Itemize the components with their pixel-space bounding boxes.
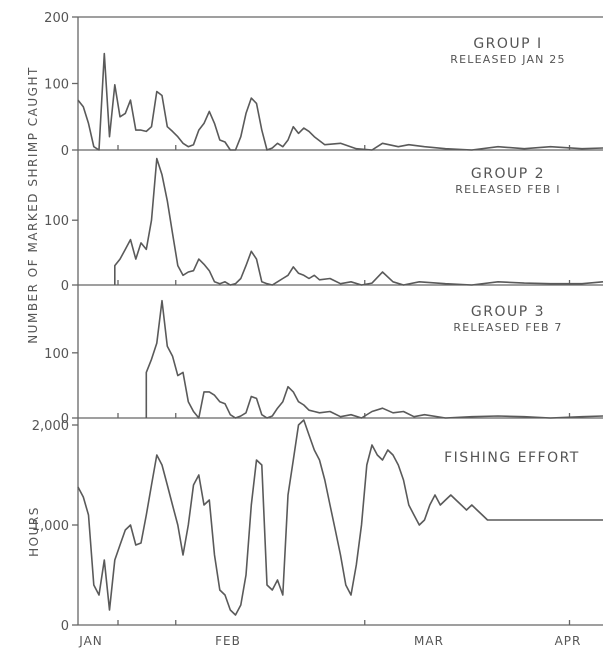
x-axis-labels: JAN FEB MAR APR (78, 634, 582, 648)
panel-title: GROUP 2 (471, 166, 545, 182)
series-line (77, 52, 604, 151)
y-tick-label: 100 (44, 78, 69, 93)
series-line (145, 299, 604, 419)
panel-subtitle: RELEASED JAN 25 (450, 53, 565, 66)
panel-4: 0 1,000 2,000 FISHING EFFORT HOURS (27, 418, 603, 634)
panel-subtitle: RELEASED FEB I (455, 183, 560, 196)
panel-title: GROUP 3 (471, 304, 545, 320)
shared-y-axis-label: NUMBER OF MARKED SHRIMP CAUGHT (26, 66, 40, 344)
series-line (77, 419, 603, 616)
panel-y-axis-label: HOURS (27, 506, 41, 557)
x-tick-label-jan: JAN (78, 634, 103, 648)
series-line (114, 157, 604, 286)
y-tick-label: 100 (44, 347, 69, 362)
x-tick-label-apr: APR (555, 634, 582, 648)
y-tick-label: 200 (44, 11, 69, 26)
y-tick-label: 100 (44, 214, 69, 229)
y-tick-label: 0 (61, 279, 69, 294)
y-tick-label: 0 (61, 144, 69, 159)
panel-subtitle: RELEASED FEB 7 (453, 321, 562, 334)
panel-title: FISHING EFFORT (444, 450, 580, 466)
y-tick-label: 0 (61, 619, 69, 634)
y-tick-label: 1,000 (32, 519, 69, 534)
panel-title: GROUP I (473, 36, 542, 52)
x-tick-label-mar: MAR (414, 634, 444, 648)
x-tick-label-feb: FEB (215, 634, 241, 648)
y-tick-label: 2,000 (32, 419, 69, 434)
y-tick-label: 0 (61, 412, 69, 427)
